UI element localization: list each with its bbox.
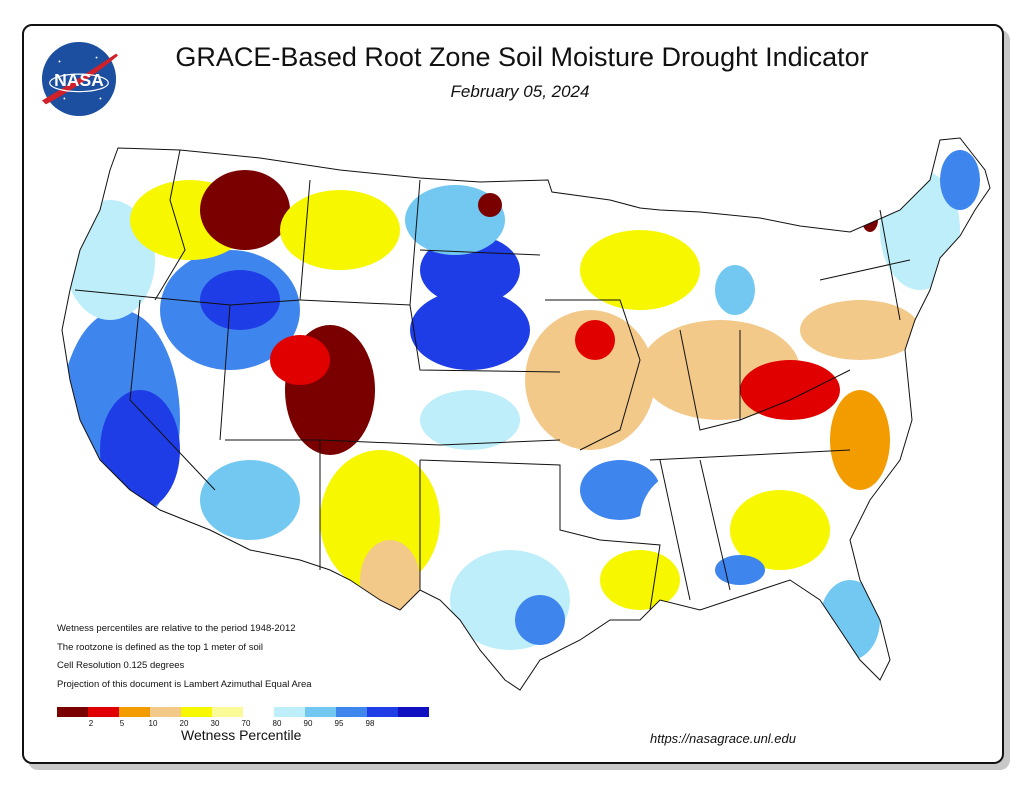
- legend-tick-label: 95: [334, 719, 344, 728]
- legend-swatch: [398, 707, 429, 717]
- legend-tick-label: 10: [148, 719, 158, 728]
- legend-swatch: [243, 707, 274, 717]
- legend-tick-label: 90: [303, 719, 313, 728]
- legend-title: Wetness Percentile: [181, 727, 302, 743]
- legend-swatch: [305, 707, 336, 717]
- legend-ticks: 2 5 10 20 30 70 80 90 95 98: [57, 717, 429, 731]
- note-rootzone: The rootzone is defined as the top 1 met…: [57, 641, 263, 653]
- map-title: GRACE-Based Root Zone Soil Moisture Drou…: [175, 42, 869, 72]
- legend-swatch: [57, 707, 88, 717]
- note-projection: Projection of this document is Lambert A…: [57, 678, 312, 690]
- source-url[interactable]: https://nasagrace.unl.edu: [650, 731, 796, 746]
- nasa-logo: NASA: [41, 41, 118, 117]
- legend-tick-label: 70: [241, 719, 251, 728]
- map-notes: Wetness percentiles are relative to the …: [57, 620, 312, 694]
- note-resolution: Cell Resolution 0.125 degrees: [57, 660, 185, 671]
- wetness-legend: 2 5 10 20 30 70 80 90 95 98 Wetness Percentile: [57, 707, 429, 743]
- legend-tick-label: 5: [119, 719, 125, 728]
- legend-tick-label: 80: [272, 719, 282, 728]
- legend-swatch: [119, 707, 150, 717]
- legend-swatch: [336, 707, 367, 717]
- legend-tick-label: 98: [365, 719, 375, 728]
- legend-tick-label: 30: [210, 719, 220, 728]
- legend-swatch: [150, 707, 181, 717]
- legend-swatch: [212, 707, 243, 717]
- legend-tick-label: 2: [88, 719, 94, 728]
- map-date: February 05, 2024: [450, 82, 590, 101]
- legend-swatch: [367, 707, 398, 717]
- legend-swatch: [181, 707, 212, 717]
- legend-tick-label: 20: [179, 719, 189, 728]
- legend-swatch: [88, 707, 119, 717]
- note-period: Wetness percentiles are relative to the …: [57, 623, 296, 634]
- svg-text:NASA: NASA: [54, 70, 104, 90]
- legend-colorbar: [57, 707, 429, 717]
- legend-swatch: [274, 707, 305, 717]
